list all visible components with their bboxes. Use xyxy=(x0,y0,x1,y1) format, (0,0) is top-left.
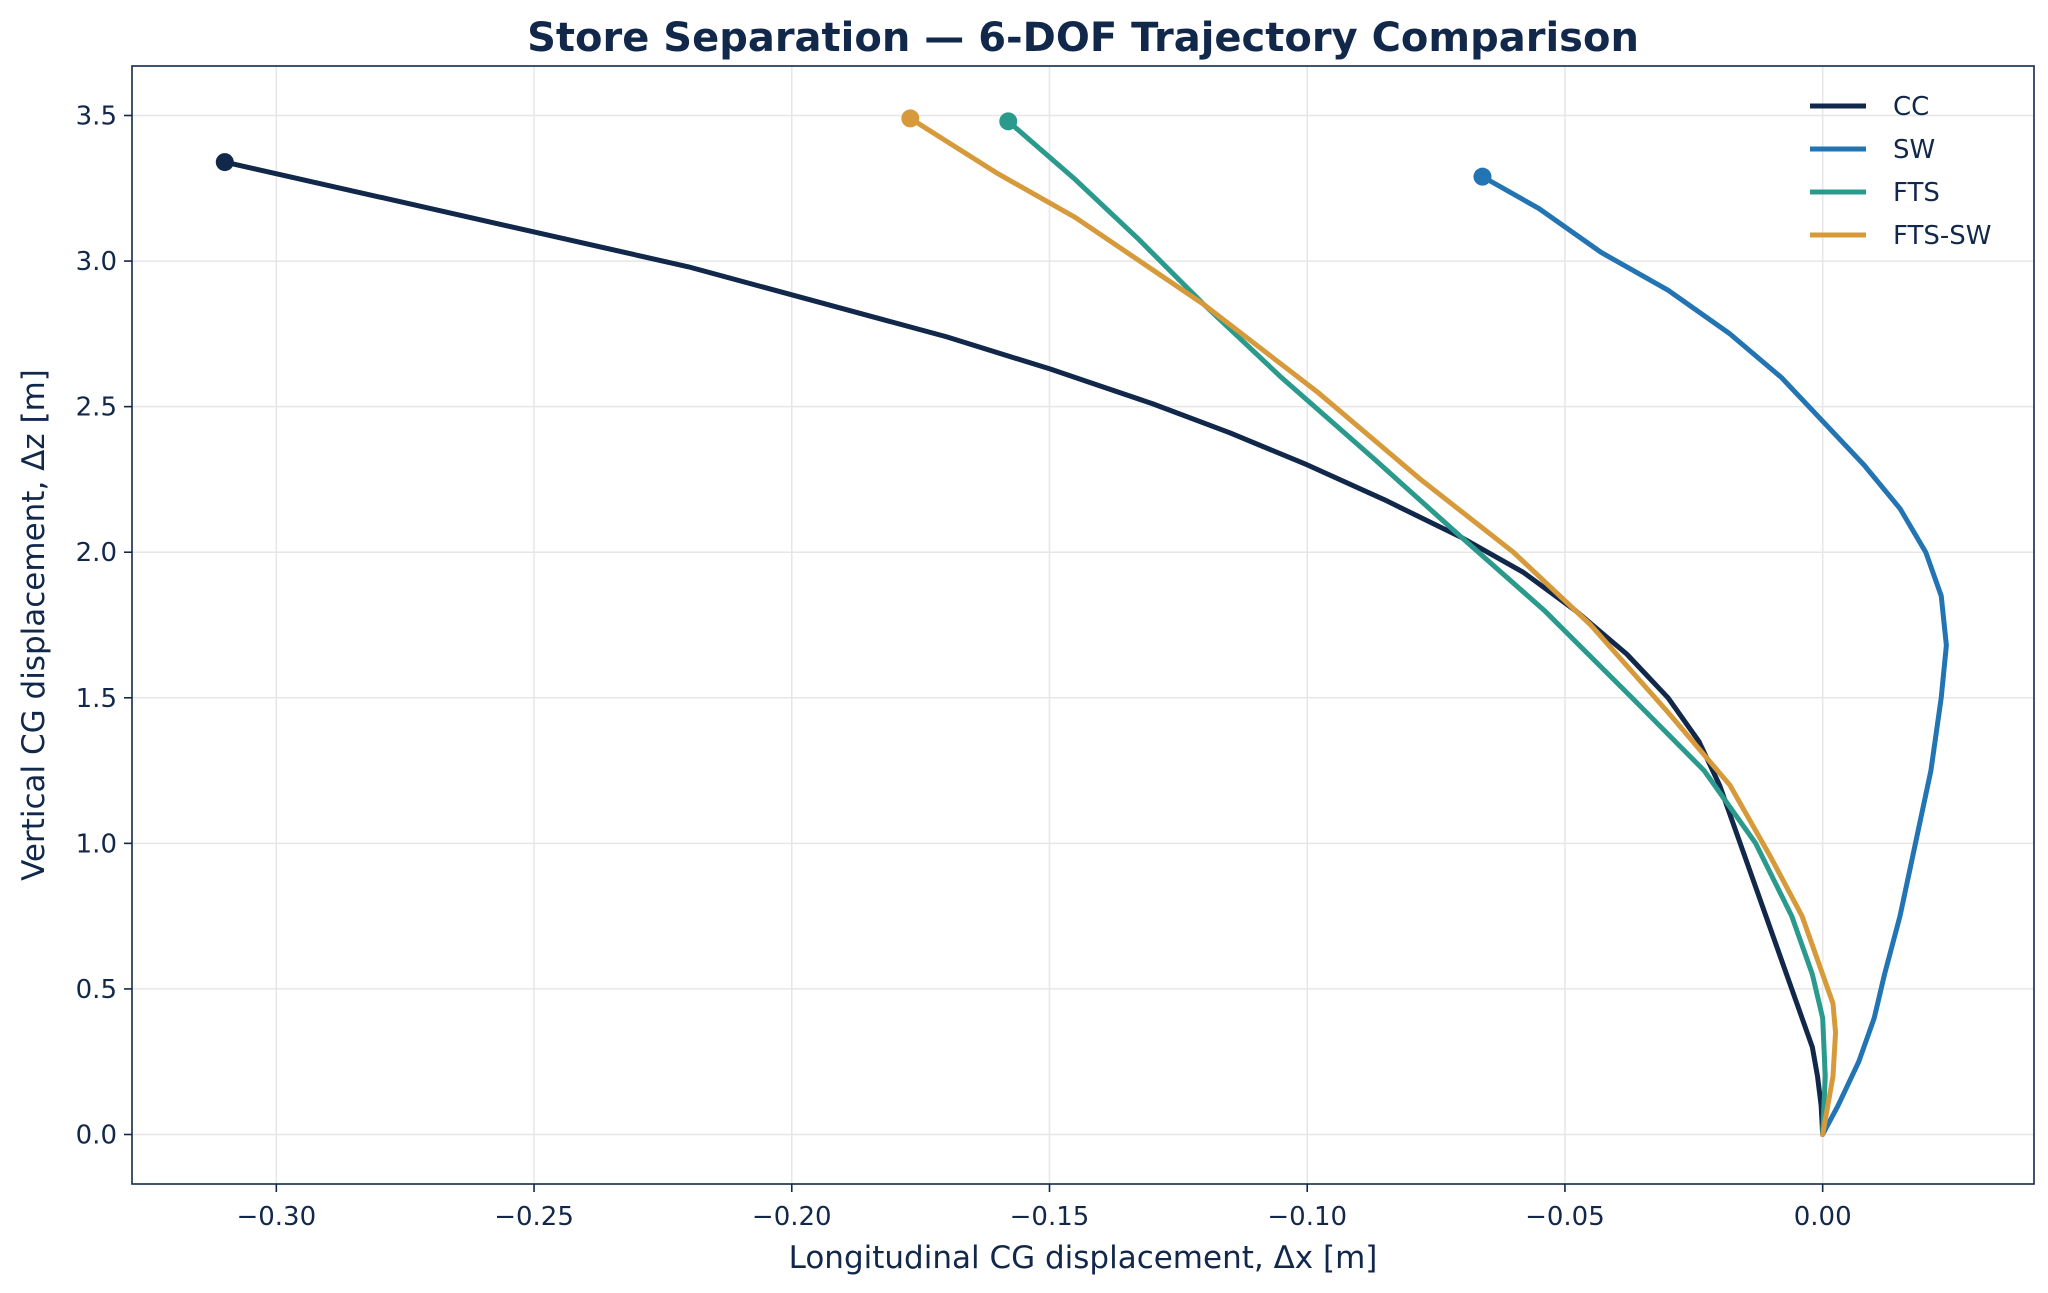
plot-frame xyxy=(131,65,2035,1185)
grid xyxy=(132,66,2034,1184)
y-tick-label: 1.5 xyxy=(76,684,117,714)
x-tick-label: −0.20 xyxy=(752,1202,832,1232)
x-tick-label: −0.10 xyxy=(1267,1202,1347,1232)
y-tick-label: 0.0 xyxy=(76,1121,117,1151)
legend-label-sw: SW xyxy=(1893,135,1935,165)
series-line-fts xyxy=(1005,118,1828,1138)
legend-label-fts: FTS xyxy=(1893,178,1940,208)
y-axis-label: Vertical CG displacement, Δz [m] xyxy=(16,369,52,881)
x-tick-label: −0.30 xyxy=(236,1202,316,1232)
series-layer xyxy=(215,109,1949,1138)
y-tick-label: 3.0 xyxy=(76,247,117,277)
chart-title: Store Separation — 6-DOF Trajectory Comp… xyxy=(527,15,1639,61)
legend-label-cc: CC xyxy=(1893,92,1929,122)
x-tick-label: −0.05 xyxy=(1525,1202,1605,1232)
x-axis-label: Longitudinal CG displacement, Δx [m] xyxy=(789,1240,1378,1276)
legend-label-fts-sw: FTS-SW xyxy=(1893,221,1991,251)
axis-ticks: −0.30 −0.25 −0.20 −0.15 −0.10 −0.05 0.00 0.0 0.5… xyxy=(76,101,1852,1232)
x-tick-label: −0.15 xyxy=(1010,1202,1090,1232)
end-marker-fts xyxy=(999,112,1018,131)
y-tick-label: 2.5 xyxy=(76,393,117,423)
y-tick-label: 1.0 xyxy=(76,829,117,859)
x-tick-label: 0.00 xyxy=(1794,1202,1852,1232)
x-tick-label: −0.25 xyxy=(494,1202,574,1232)
series-line-fts-sw xyxy=(907,115,1839,1138)
legend: CC SW FTS FTS-SW xyxy=(1810,92,1991,251)
y-tick-label: 2.0 xyxy=(76,538,117,568)
end-marker-fts-sw xyxy=(901,109,920,128)
y-tick-label: 0.5 xyxy=(76,975,117,1005)
end-marker-sw xyxy=(1473,167,1492,186)
y-tick-label: 3.5 xyxy=(76,101,117,131)
series-line-sw xyxy=(1479,174,1949,1138)
end-marker-cc xyxy=(215,153,234,172)
